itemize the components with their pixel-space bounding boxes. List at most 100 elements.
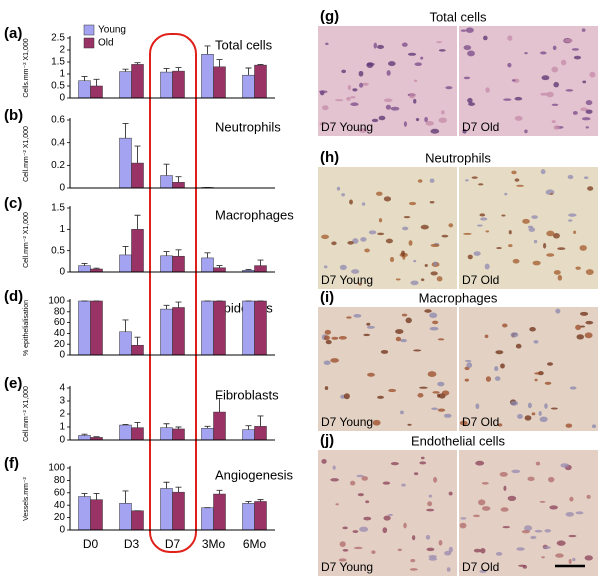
bar (90, 300, 103, 356)
cell-texture (426, 508, 435, 512)
cell-texture (533, 239, 538, 244)
panel-label: (h) (320, 149, 339, 166)
image-title: Total cells (429, 9, 487, 24)
cell-texture (459, 522, 467, 529)
cell-texture (390, 462, 399, 466)
bar (242, 429, 255, 441)
x-tick-label: D0 (83, 537, 99, 551)
micrograph (459, 167, 598, 289)
cell-texture (362, 82, 369, 86)
error-bar (163, 163, 170, 176)
cell-texture (551, 103, 559, 107)
x-tick-label: D7 (165, 537, 181, 551)
cell-texture (464, 359, 472, 362)
cell-texture (367, 372, 375, 377)
cell-texture (405, 317, 412, 324)
micrograph (459, 307, 598, 431)
bar (242, 503, 255, 531)
error-bar (93, 267, 100, 270)
cell-texture (501, 214, 506, 217)
cell-texture (352, 88, 358, 92)
error-bar (245, 425, 252, 430)
y-tick-label: 60 (54, 487, 66, 498)
cell-texture (359, 526, 369, 532)
cell-texture (572, 557, 576, 562)
cell-texture (540, 51, 547, 55)
cell-texture (363, 333, 371, 337)
cell-texture (546, 91, 554, 98)
bar (201, 300, 214, 356)
cell-texture (494, 366, 499, 372)
cell-texture (366, 325, 375, 329)
error-bar (134, 214, 141, 230)
image-caption: D7 Old (462, 273, 499, 287)
cell-texture (378, 115, 386, 121)
cell-texture (515, 343, 522, 349)
cell-texture (430, 128, 440, 134)
cell-texture (518, 564, 526, 567)
error-bar (134, 145, 141, 164)
cell-texture (576, 334, 585, 340)
cell-texture (324, 329, 332, 335)
y-tick-label: 20 (54, 512, 66, 523)
bar (160, 255, 173, 273)
cell-texture (541, 556, 545, 559)
cell-texture (484, 334, 489, 339)
cell-texture (352, 238, 359, 244)
cell-texture (584, 332, 593, 339)
cell-texture (440, 110, 445, 115)
cell-texture (321, 105, 329, 111)
image-caption: D7 Young (321, 273, 373, 287)
cell-texture (478, 183, 484, 186)
cell-texture (410, 280, 419, 286)
legend-swatch (83, 37, 95, 49)
cell-texture (507, 35, 513, 41)
cell-texture (419, 461, 427, 465)
y-tick-label: 100 (48, 463, 65, 474)
cell-texture (463, 45, 472, 51)
cell-texture (516, 547, 525, 551)
cell-texture (323, 265, 328, 269)
cell-texture (428, 554, 437, 559)
cell-texture (546, 253, 555, 257)
cell-texture (428, 557, 438, 561)
cell-texture (581, 117, 591, 121)
cell-texture (539, 416, 548, 422)
cell-texture (583, 176, 589, 180)
bar (131, 64, 144, 99)
axes (69, 386, 275, 441)
cell-texture (544, 529, 552, 533)
cell-texture (388, 513, 393, 517)
cell-texture (575, 266, 581, 270)
cell-texture (555, 308, 561, 314)
cell-texture (543, 242, 547, 249)
cell-texture (400, 410, 404, 415)
bar (254, 64, 267, 99)
bar (131, 510, 144, 531)
cell-texture (524, 52, 528, 55)
bar (90, 85, 103, 99)
cell-texture (464, 378, 470, 382)
bar (119, 503, 132, 531)
bar (242, 300, 255, 356)
cell-texture (403, 216, 411, 219)
cell-texture (483, 35, 488, 41)
error-bar (216, 489, 223, 495)
error-bar (257, 259, 264, 266)
cell-texture (385, 104, 391, 110)
cell-texture (521, 529, 530, 534)
cell-texture (531, 215, 538, 219)
error-bar (122, 319, 129, 332)
cell-texture (408, 240, 413, 246)
cell-texture (420, 224, 429, 230)
panel-label: (f) (4, 455, 19, 472)
y-tick-label: 0.5 (51, 81, 65, 92)
axes (69, 36, 275, 99)
cell-texture (527, 476, 535, 482)
bar (119, 331, 132, 356)
cell-texture (437, 408, 446, 412)
cell-texture (407, 52, 417, 56)
error-bar (175, 486, 182, 493)
image-caption: D7 Old (462, 415, 499, 429)
cell-texture (382, 527, 388, 534)
